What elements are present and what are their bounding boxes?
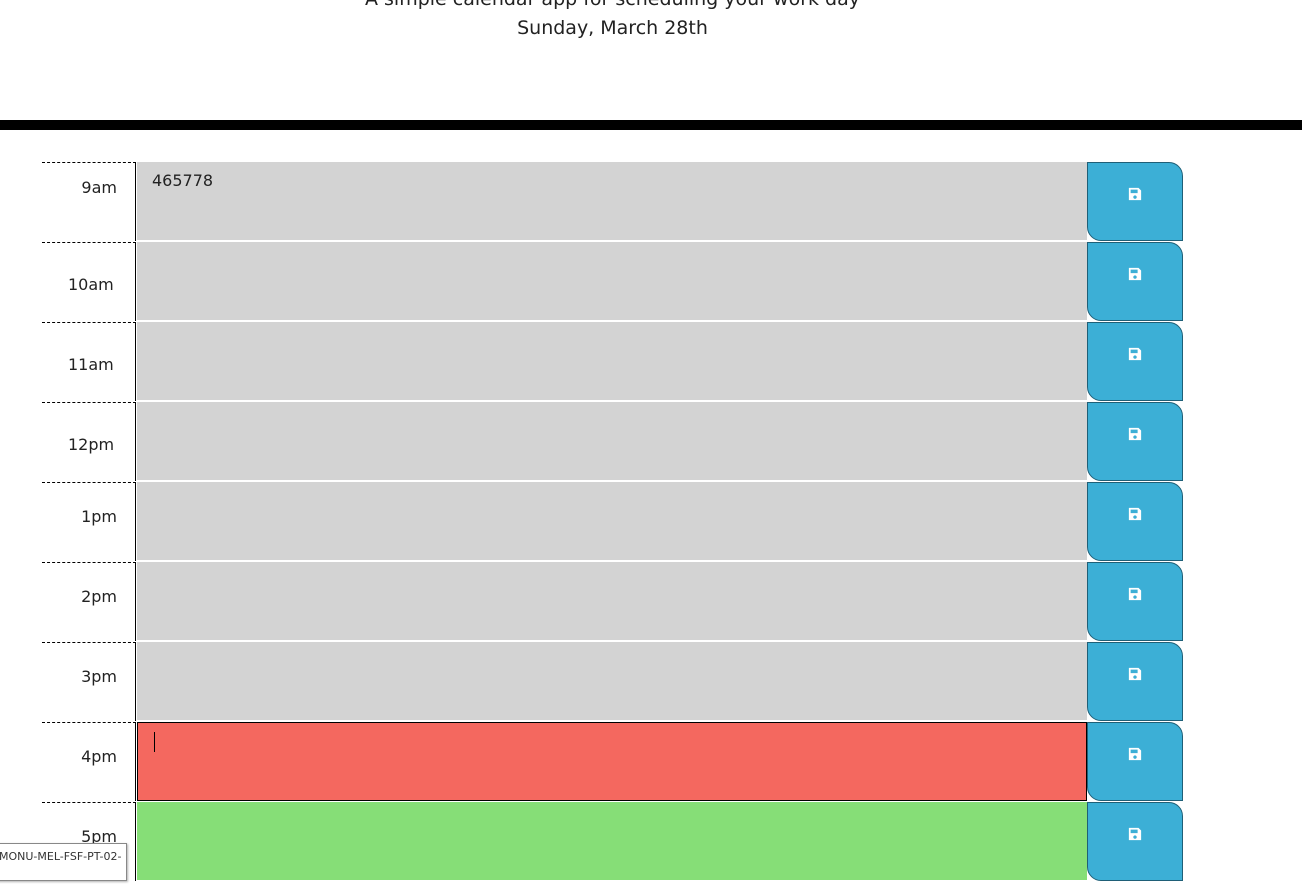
time-block: 4pm [42, 722, 1183, 802]
time-block: 10am [42, 242, 1183, 322]
hour-text: 1pm [81, 507, 117, 526]
save-icon [1128, 347, 1142, 361]
time-block: 3pm [42, 642, 1183, 722]
save-button[interactable] [1087, 162, 1183, 241]
save-icon [1128, 507, 1142, 521]
event-textarea[interactable]: 465778 [137, 162, 1087, 241]
save-button[interactable] [1087, 242, 1183, 321]
time-block: 2pm [42, 562, 1183, 642]
hour-label: 4pm [42, 722, 136, 801]
hour-label: 3pm [42, 642, 136, 721]
hour-label: 11am [42, 322, 136, 401]
event-textarea[interactable] [137, 802, 1087, 881]
hour-text: 2pm [81, 587, 117, 606]
hour-label: 12pm [42, 402, 136, 481]
hour-text: 12pm [68, 435, 115, 454]
event-textarea[interactable] [137, 562, 1087, 641]
time-block: 9am 465778 [42, 162, 1183, 242]
hour-text: 9am [81, 178, 117, 197]
save-icon [1128, 667, 1142, 681]
hour-label: 2pm [42, 562, 136, 641]
hour-text: 4pm [81, 747, 117, 766]
time-block-list: 9am 465778 10am 11am 12pm [42, 162, 1183, 882]
save-icon [1128, 587, 1142, 601]
hour-label: 10am [42, 242, 136, 321]
save-button[interactable] [1087, 562, 1183, 641]
event-textarea[interactable] [137, 722, 1087, 801]
event-textarea[interactable] [137, 642, 1087, 721]
save-button[interactable] [1087, 802, 1183, 881]
event-textarea[interactable] [137, 482, 1087, 561]
event-text: 465778 [152, 171, 214, 190]
save-icon [1128, 267, 1142, 281]
time-block: 12pm [42, 402, 1183, 482]
hour-label: 9am [42, 162, 136, 241]
text-caret [154, 732, 155, 752]
save-icon [1128, 187, 1142, 201]
save-button[interactable] [1087, 322, 1183, 401]
hour-text: 11am [68, 355, 114, 374]
hour-text: 3pm [81, 667, 117, 686]
hour-label: 1pm [42, 482, 136, 561]
save-button[interactable] [1087, 722, 1183, 801]
page-lead: A simple calendar app for scheduling you… [0, 0, 1225, 10]
hour-text: 10am [68, 275, 114, 294]
time-block: 1pm [42, 482, 1183, 562]
time-block: 11am [42, 322, 1183, 402]
tooltip-text: MONU-MEL-FSF-PT-02- [0, 850, 122, 863]
event-textarea[interactable] [137, 402, 1087, 481]
event-textarea[interactable] [137, 322, 1087, 401]
save-button[interactable] [1087, 642, 1183, 721]
time-block: 5pm [42, 802, 1183, 882]
hour-text: 5pm [81, 827, 117, 846]
event-textarea[interactable] [137, 242, 1087, 321]
current-day: Sunday, March 28th [517, 17, 708, 39]
hour-label: 5pm [42, 802, 136, 881]
save-icon [1128, 427, 1142, 441]
save-button[interactable] [1087, 402, 1183, 481]
save-icon [1128, 827, 1142, 841]
hover-tooltip: MONU-MEL-FSF-PT-02- [0, 843, 127, 881]
header-divider [0, 120, 1302, 130]
save-button[interactable] [1087, 482, 1183, 561]
save-icon [1128, 747, 1142, 761]
